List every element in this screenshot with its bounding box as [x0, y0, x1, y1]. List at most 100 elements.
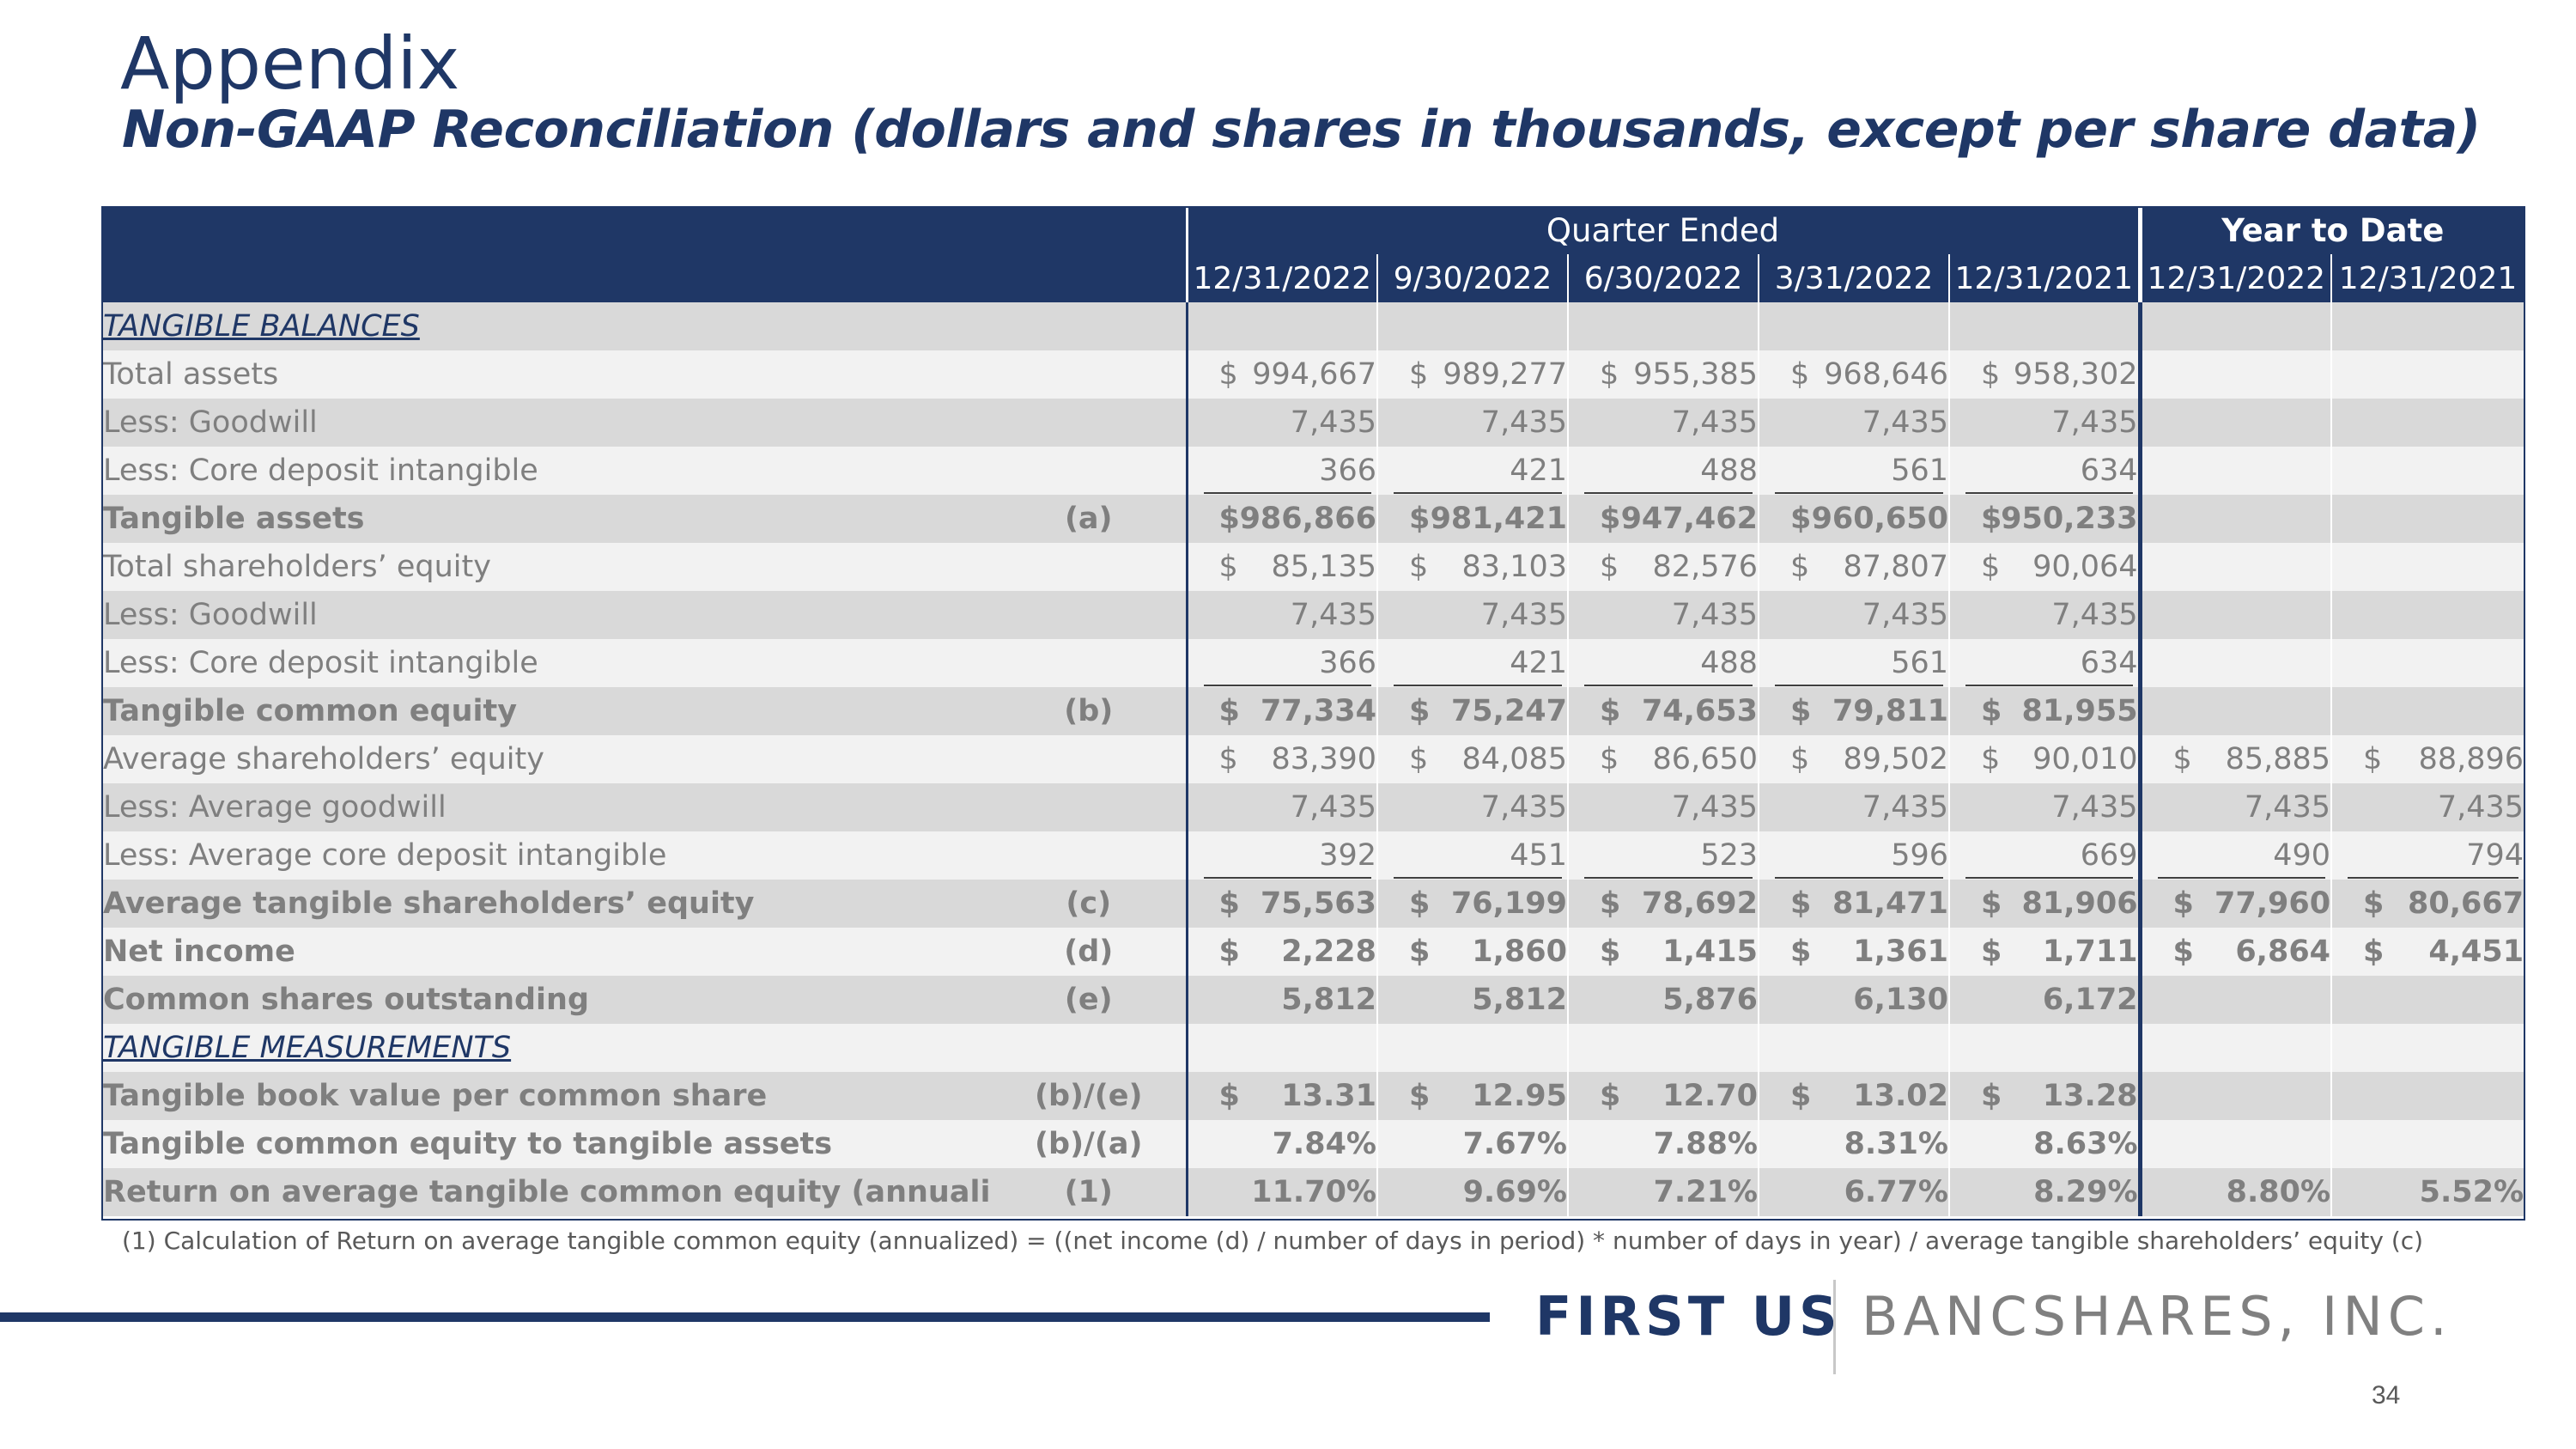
row-reference: [992, 543, 1187, 591]
value-cell: $85,885: [2137, 735, 2332, 783]
table-row: Less: Average core deposit intangible 392…: [103, 831, 2524, 880]
cell-value: 994,667: [1252, 357, 1376, 392]
cell-value: 8.80%: [2226, 1175, 2331, 1209]
cell-value: 986,866: [1239, 502, 1376, 536]
currency-symbol: $: [1981, 502, 2002, 536]
value-cell: $994,667: [1185, 350, 1377, 399]
cell-value: 451: [1510, 838, 1567, 873]
value-cell: $78,692: [1567, 880, 1759, 928]
value-cell: [1567, 302, 1759, 350]
currency-symbol: $: [2363, 886, 2385, 921]
cell-value: 4,451: [2428, 935, 2524, 969]
value-cell: $947,462: [1567, 495, 1759, 543]
value-cell: 9.69%: [1376, 1168, 1568, 1216]
value-cell: $85,135: [1185, 543, 1377, 591]
table-row: Less: Goodwill 7,435 7,435 7,435 7,435 7,435: [103, 399, 2524, 447]
cell-value: 5.52%: [2419, 1175, 2524, 1209]
value-cell: [2137, 399, 2332, 447]
cell-value: 794: [2466, 838, 2524, 873]
currency-symbol: $: [1409, 550, 1429, 584]
currency-symbol: $: [1790, 694, 1812, 728]
cell-value: 7,435: [1671, 405, 1758, 440]
currency-symbol: $: [2172, 742, 2192, 776]
cell-value: 634: [2080, 646, 2138, 680]
row-reference: (b): [992, 687, 1187, 735]
value-cell: 7,435: [1567, 591, 1759, 639]
currency-symbol: $: [1790, 935, 1812, 969]
value-cell: [2137, 543, 2332, 591]
value-cell: $75,247: [1376, 687, 1568, 735]
value-cell: [1185, 1024, 1377, 1072]
currency-symbol: $: [1218, 550, 1238, 584]
value-cell: 7.21%: [1567, 1168, 1759, 1216]
value-cell: [2137, 302, 2332, 350]
cell-value: 6,172: [2042, 983, 2138, 1017]
cell-value: 74,653: [1641, 694, 1758, 728]
cell-value: 488: [1700, 646, 1758, 680]
cell-value: 86,650: [1652, 742, 1758, 776]
row-label: Tangible common equity: [103, 687, 992, 735]
currency-symbol: $: [1218, 935, 1240, 969]
currency-symbol: $: [1790, 502, 1812, 536]
table-row: Less: Average goodwill 7,435 7,435 7,435 7,4…: [103, 783, 2524, 831]
cell-value: 6,864: [2235, 935, 2331, 969]
value-cell: $83,103: [1376, 543, 1568, 591]
row-reference: [992, 783, 1187, 831]
value-cell: $82,576: [1567, 543, 1759, 591]
value-cell: [2330, 399, 2524, 447]
value-cell: [2330, 302, 2524, 350]
value-cell: $2,228: [1185, 928, 1377, 976]
cell-value: 13.02: [1853, 1079, 1948, 1113]
value-cell: [2330, 1120, 2524, 1168]
currency-symbol: $: [1981, 694, 2002, 728]
cell-value: 7,435: [2051, 598, 2138, 632]
value-cell: 421: [1376, 447, 1568, 495]
currency-symbol: $: [1790, 886, 1812, 921]
cell-value: 11.70%: [1251, 1175, 1376, 1209]
cell-value: 75,563: [1260, 886, 1376, 921]
currency-symbol: $: [1790, 742, 1810, 776]
value-cell: $1,711: [1947, 928, 2141, 976]
cell-value: 88,896: [2418, 742, 2524, 776]
value-cell: [2137, 976, 2332, 1024]
table-row: Return on average tangible common equity…: [103, 1168, 2524, 1216]
row-reference: [992, 639, 1187, 687]
currency-symbol: $: [1790, 357, 1810, 392]
value-cell: 523: [1567, 831, 1759, 880]
cell-value: 81,906: [2021, 886, 2138, 921]
value-cell: 7,435: [1947, 399, 2141, 447]
value-cell: $4,451: [2330, 928, 2524, 976]
value-cell: 7,435: [1567, 399, 1759, 447]
page-title: Appendix: [120, 21, 460, 106]
cell-value: 77,334: [1260, 694, 1376, 728]
value-cell: $77,334: [1185, 687, 1377, 735]
row-label: Less: Core deposit intangible: [103, 447, 992, 495]
value-cell: [1376, 302, 1568, 350]
cell-value: 8.29%: [2033, 1175, 2138, 1209]
currency-symbol: $: [1218, 1079, 1240, 1113]
cell-value: 392: [1319, 838, 1376, 873]
cell-value: 90,010: [2032, 742, 2138, 776]
value-cell: 5,812: [1185, 976, 1377, 1024]
value-cell: [2330, 687, 2524, 735]
table-row: Net income (d) $2,228 $1,860 $1,415 $1,361 $1,…: [103, 928, 2524, 976]
value-cell: [2330, 543, 2524, 591]
value-cell: 7,435: [1567, 783, 1759, 831]
table-row: Total assets $994,667 $989,277 $955,385 $968…: [103, 350, 2524, 399]
currency-symbol: $: [1600, 935, 1621, 969]
col-header: 12/31/2022: [2137, 254, 2332, 302]
col-header: 6/30/2022: [1567, 254, 1759, 302]
row-reference: (b)/(e): [992, 1072, 1187, 1120]
value-cell: 11.70%: [1185, 1168, 1377, 1216]
cell-value: 81,955: [2021, 694, 2138, 728]
row-label: Less: Average goodwill: [103, 783, 992, 831]
currency-symbol: $: [1790, 1079, 1812, 1113]
row-reference: (e): [992, 976, 1187, 1024]
value-cell: [2137, 447, 2332, 495]
cell-value: 421: [1510, 646, 1567, 680]
currency-symbol: $: [1409, 357, 1429, 392]
cell-value: 1,361: [1853, 935, 1948, 969]
cell-value: 85,885: [2225, 742, 2331, 776]
ref-cell: [992, 302, 1187, 350]
table-row: Less: Core deposit intangible 366 421 488 56…: [103, 447, 2524, 495]
